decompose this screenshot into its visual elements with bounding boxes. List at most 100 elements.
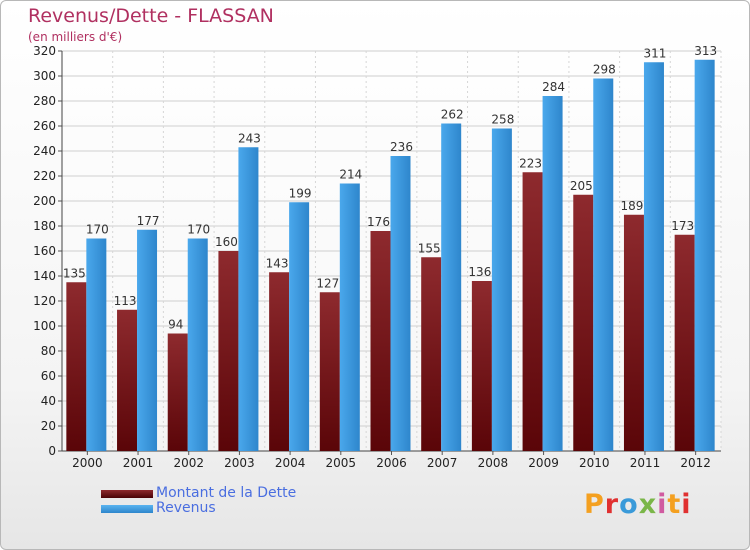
y-tick-label: 20: [41, 419, 56, 433]
bar-debt-2005: [319, 292, 340, 451]
bar-debt-2008: [471, 281, 492, 451]
bar-debt-2007: [421, 257, 442, 451]
value-label-debt-2009: 223: [519, 156, 542, 170]
x-tick-label: 2009: [528, 456, 559, 470]
bar-revenus-2009: [542, 96, 563, 451]
bar-revenus-2003: [238, 147, 259, 451]
value-label-debt-2003: 160: [215, 235, 238, 249]
bar-debt-2003: [218, 251, 239, 451]
legend-swatch-debt: [101, 490, 153, 498]
y-tick-label: 260: [33, 119, 56, 133]
value-label-revenus-2012: 313: [694, 44, 717, 58]
value-label-revenus-2000: 170: [86, 223, 109, 237]
x-tick-label: 2006: [376, 456, 407, 470]
bar-debt-2011: [623, 214, 644, 451]
bar-revenus-2005: [339, 183, 360, 451]
legend-label-revenus: Revenus: [156, 500, 216, 516]
y-tick-label: 280: [33, 94, 56, 108]
logo-letter: i: [657, 489, 668, 520]
y-tick-label: 220: [33, 169, 56, 183]
value-label-debt-2005: 127: [316, 276, 339, 290]
logo-letter: i: [681, 489, 692, 520]
bar-revenus-2011: [643, 62, 664, 451]
y-tick-label: 120: [33, 294, 56, 308]
x-tick-label: 2001: [123, 456, 154, 470]
value-label-debt-2011: 189: [621, 199, 644, 213]
y-tick-label: 140: [33, 269, 56, 283]
value-label-revenus-2004: 199: [289, 186, 312, 200]
x-tick-label: 2004: [275, 456, 306, 470]
value-label-revenus-2003: 243: [238, 131, 261, 145]
bar-revenus-2010: [593, 78, 614, 451]
bar-revenus-2007: [441, 123, 462, 451]
chart-title: Revenus/Dette - FLASSAN: [28, 5, 274, 27]
bar-layer: [66, 59, 715, 451]
value-label-revenus-2002: 170: [187, 223, 210, 237]
legend-label-debt: Montant de la Dette: [156, 485, 297, 501]
y-tick-label: 300: [33, 69, 56, 83]
value-label-debt-2010: 205: [570, 179, 593, 193]
value-label-debt-2002: 94: [168, 318, 183, 332]
bar-debt-2006: [370, 231, 391, 451]
x-tick-label: 2012: [680, 456, 711, 470]
value-label-revenus-2009: 284: [542, 80, 565, 94]
y-tick-label: 60: [41, 369, 56, 383]
logo-letter: P: [584, 489, 605, 520]
x-tick-label: 2002: [173, 456, 204, 470]
x-tick-label: 2003: [224, 456, 255, 470]
legend-swatch-revenus: [101, 505, 153, 513]
y-tick-label: 200: [33, 194, 56, 208]
label-layer: 0 20 40 60 80 100 120 140 160 180 200 220 240 260 280 3…: [33, 44, 717, 470]
chart-subtitle: (en milliers d'€): [28, 30, 123, 44]
bar-debt-2000: [66, 282, 87, 451]
y-tick-label: 80: [41, 344, 56, 358]
bar-revenus-2006: [390, 156, 411, 451]
y-tick-label: 0: [48, 444, 56, 458]
value-label-debt-2001: 113: [114, 294, 137, 308]
bar-debt-2012: [674, 234, 695, 451]
value-label-debt-2004: 143: [266, 256, 289, 270]
value-label-revenus-2008: 258: [491, 113, 514, 127]
x-tick-label: 2008: [478, 456, 509, 470]
x-tick-label: 2000: [72, 456, 103, 470]
y-tick-label: 100: [33, 319, 56, 333]
bar-debt-2004: [269, 272, 290, 451]
value-label-revenus-2005: 214: [339, 168, 362, 182]
x-tick-label: 2011: [630, 456, 661, 470]
bar-debt-2002: [167, 333, 188, 451]
value-label-debt-2000: 135: [63, 266, 86, 280]
bar-revenus-2000: [86, 238, 107, 451]
value-label-revenus-2006: 236: [390, 140, 413, 154]
bar-revenus-2012: [694, 59, 715, 451]
bar-revenus-2002: [187, 238, 208, 451]
logo-letter: r: [604, 489, 620, 520]
logo-letter: x: [638, 489, 658, 520]
bar-revenus-2004: [289, 202, 310, 451]
value-label-debt-2006: 176: [367, 215, 390, 229]
logo-letter: o: [619, 489, 639, 520]
y-tick-label: 40: [41, 394, 56, 408]
value-label-revenus-2001: 177: [137, 214, 160, 228]
x-tick-label: 2007: [427, 456, 458, 470]
y-tick-label: 240: [33, 144, 56, 158]
x-tick-label: 2010: [579, 456, 610, 470]
bar-revenus-2008: [491, 128, 512, 451]
value-label-revenus-2010: 298: [593, 63, 616, 77]
bar-revenus-2001: [137, 229, 158, 451]
y-tick-label: 180: [33, 219, 56, 233]
logo-letter: t: [667, 489, 682, 520]
value-label-revenus-2007: 262: [441, 108, 464, 122]
x-tick-label: 2005: [326, 456, 357, 470]
value-label-debt-2012: 173: [671, 219, 694, 233]
bar-debt-2009: [522, 172, 543, 451]
y-tick-label: 320: [33, 44, 56, 58]
bar-debt-2010: [573, 194, 594, 451]
value-label-debt-2008: 136: [468, 265, 491, 279]
y-tick-label: 160: [33, 244, 56, 258]
value-label-revenus-2011: 311: [644, 46, 667, 60]
bar-debt-2001: [117, 309, 138, 451]
value-label-debt-2007: 155: [418, 241, 441, 255]
proxiti-logo: Proxiti: [584, 489, 692, 520]
